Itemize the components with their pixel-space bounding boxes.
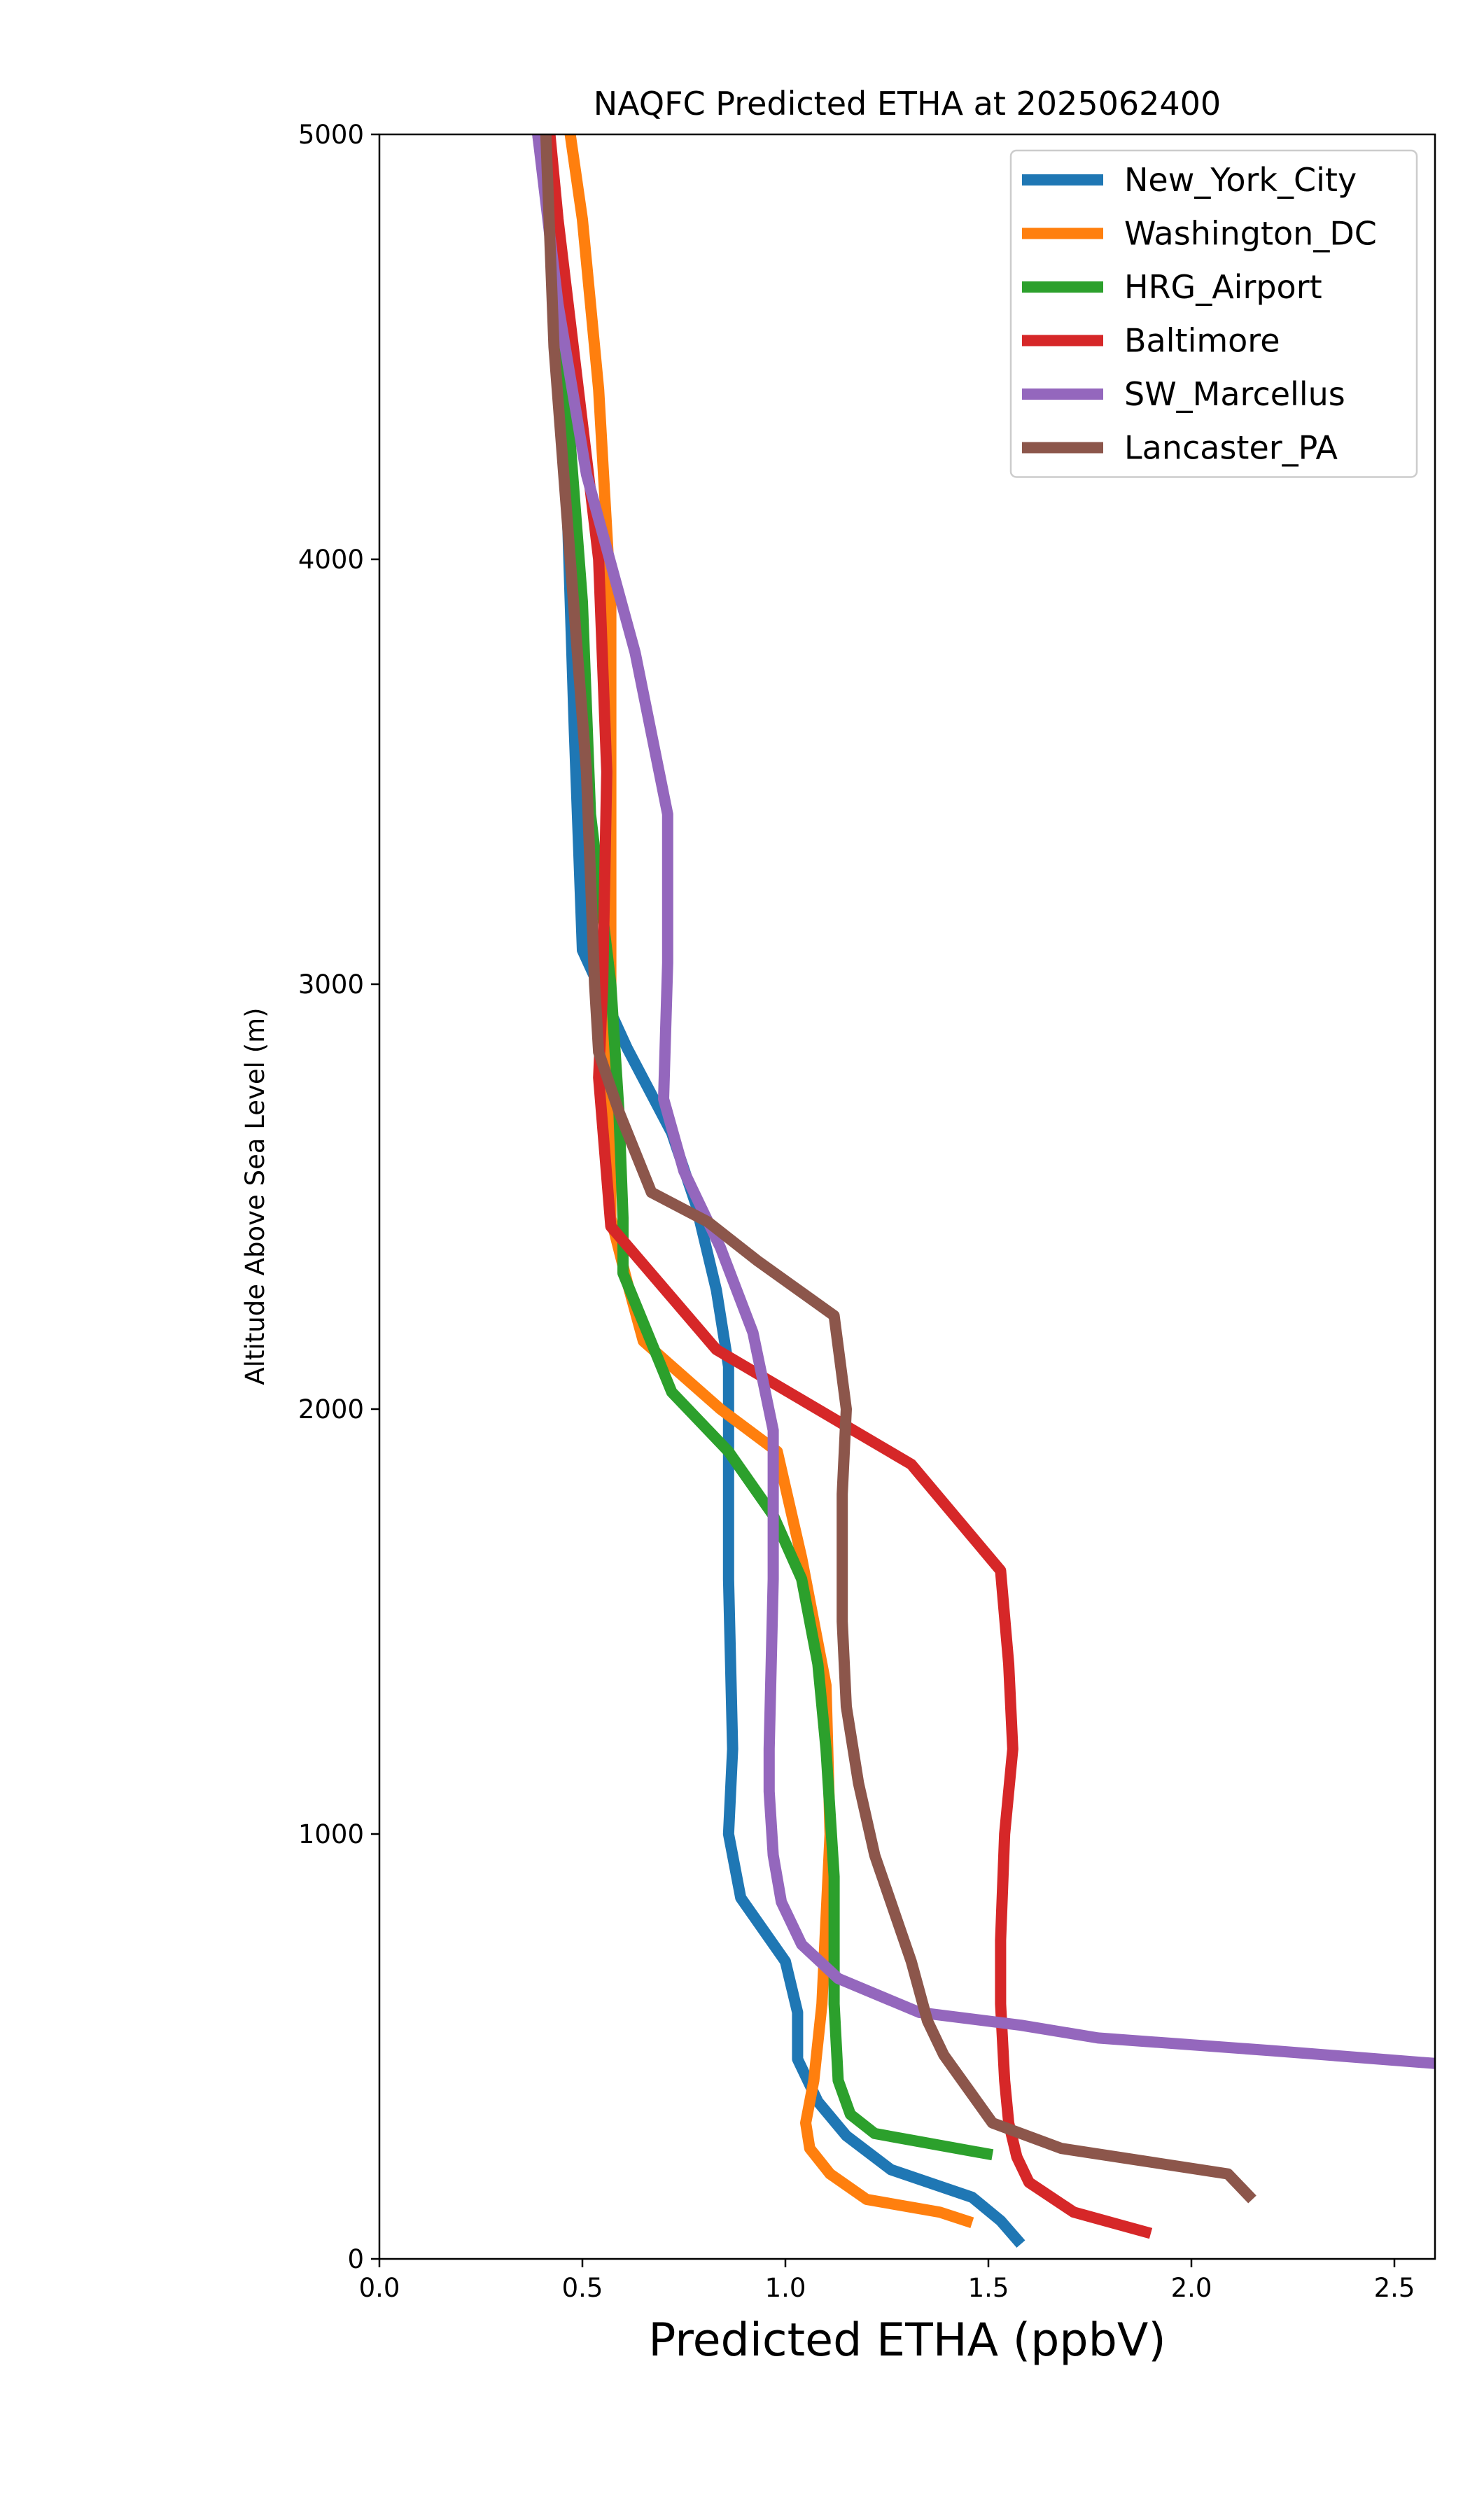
y-tick-label: 2000 [298,1394,364,1424]
series-line-sw-marcellus [532,134,1435,2069]
series-line-new-york-city [536,134,1026,2248]
y-axis: 0 1000 2000 3000 4000 5000 [298,120,379,2274]
plot-frame [378,133,1436,2260]
legend-label-lancaster-pa: Lancaster_PA [1124,429,1338,467]
y-tick-label: 0 [347,2244,364,2274]
y-tick-label: 1000 [298,1819,364,1849]
y-axis-label: Altitude Above Sea Level (m) [240,1007,270,1385]
chart-title: NAQFC Predicted ETHA at 2025062400 [594,85,1221,122]
legend-label-sw-marcellus: SW_Marcellus [1124,375,1345,413]
x-axis-label: Predicted ETHA (ppbV) [648,2314,1166,2367]
legend-label-baltimore: Baltimore [1124,322,1280,360]
legend-label-washington-dc: Washington_DC [1124,215,1377,253]
legend-box [1009,149,1418,478]
y-tick-label: 3000 [298,969,364,1000]
x-tick-label: 0.0 [359,2273,400,2303]
series-layer [532,134,1435,2248]
series-line-lancaster-pa [540,134,1256,2204]
x-tick-label: 1.5 [968,2273,1009,2303]
series-line-hrg-airport [532,134,994,2161]
x-tick-label: 2.5 [1374,2273,1415,2303]
legend-label-new-york-city: New_York_City [1124,161,1357,199]
x-tick-label: 2.0 [1171,2273,1212,2303]
y-tick-label: 4000 [298,545,364,575]
x-tick-label: 0.5 [562,2273,603,2303]
legend-label-hrg-airport: HRG_Airport [1124,268,1322,306]
y-tick-label: 5000 [298,120,364,150]
x-tick-label: 1.0 [765,2273,806,2303]
legend: New_York_City Washington_DC HRG_Airport Bal… [1009,149,1418,478]
x-axis: 0.0 0.5 1.0 1.5 2.0 2.5 [359,2259,1415,2303]
